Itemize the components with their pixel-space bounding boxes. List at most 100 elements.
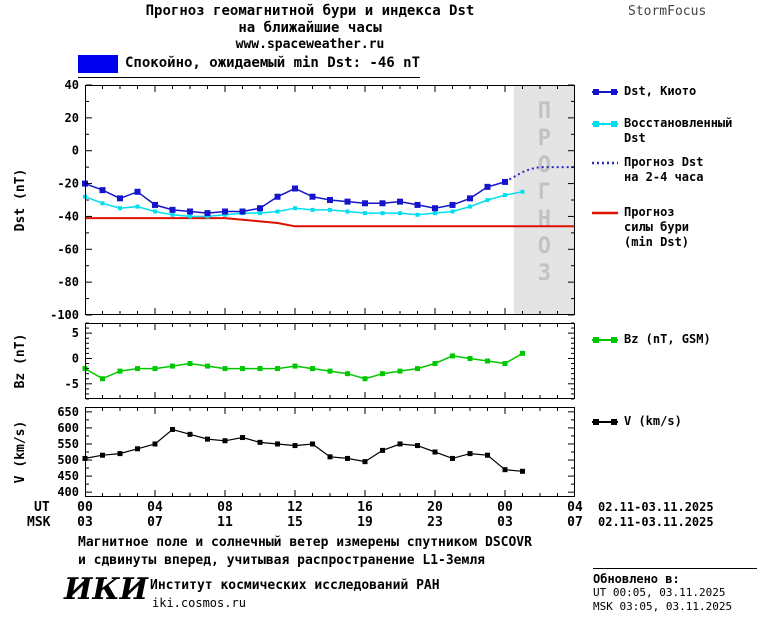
msk-axis-label: MSK: [27, 515, 51, 530]
msk-tick-label: 07: [567, 515, 583, 530]
page-title: Прогноз геомагнитной бури и индекса Dst: [145, 3, 475, 19]
marker-bz: [432, 361, 438, 367]
status-swatch: [78, 55, 118, 73]
marker-v: [222, 438, 228, 444]
series-dst-recovered: [84, 191, 523, 218]
marker-bz: [415, 366, 420, 372]
msk-tick-label: 03: [77, 515, 93, 530]
marker-bz: [222, 366, 228, 372]
marker-v: [170, 427, 175, 432]
marker-dst-recovered: [240, 211, 245, 216]
updated-label: Обновлено в:: [593, 572, 680, 586]
ut-tick-label: 04: [567, 500, 583, 515]
ut-tick-label: 20: [427, 500, 443, 515]
msk-tick-label: 07: [147, 515, 163, 530]
marker-bz: [240, 366, 245, 372]
series-bz: [84, 352, 523, 380]
legend-label-bz: Bz (nT, GSM): [624, 332, 711, 346]
marker-bz: [502, 361, 508, 367]
y-tick-label-v: 550: [57, 437, 79, 451]
legend-label-dst-recovered-2: Dst: [624, 131, 646, 145]
marker-bz: [187, 361, 193, 367]
marker-dst-recovered: [328, 207, 332, 212]
panel-frame-v: [85, 407, 575, 497]
marker-bz: [345, 371, 350, 377]
forecast-watermark-letter: П: [538, 99, 551, 124]
y-tick-label-dst: 20: [65, 111, 79, 125]
marker-v: [432, 449, 438, 455]
marker-dst-kyoto: [134, 188, 141, 195]
marker-dst-recovered: [275, 209, 280, 214]
marker-dst-recovered: [398, 211, 402, 216]
legend-label-dst-recovered-1: Восстановленный: [624, 116, 733, 130]
msk-tick-label: 19: [357, 515, 373, 530]
forecast-watermark-letter: Н: [538, 207, 551, 232]
marker-dst-recovered: [188, 214, 192, 219]
marker-dst-kyoto: [502, 178, 508, 185]
msk-tick-row: MSK 02.11-03.11.2025 03 07 11 15 19 23 03 07: [0, 515, 760, 530]
institute-site-link[interactable]: iki.cosmos.ru: [152, 596, 246, 610]
marker-v: [450, 455, 455, 461]
ut-tick-label: 04: [147, 500, 163, 515]
panel-frame-bz: [85, 323, 575, 399]
msk-tick-label: 11: [217, 515, 233, 530]
legend-item-dst-forecast: Прогноз Dst на 2-4 часа: [592, 155, 760, 185]
y-tick-label-bz: -5: [65, 377, 79, 391]
y-tick-label-v: 450: [57, 469, 79, 483]
status-swatch-rect: [78, 55, 118, 73]
msk-tick-label: 03: [497, 515, 513, 530]
marker-dst-kyoto: [82, 180, 88, 187]
marker-bz: [327, 368, 333, 374]
marker-dst-recovered: [83, 194, 87, 199]
marker-dst-recovered: [415, 212, 420, 217]
y-tick-label-bz: 0: [72, 351, 79, 365]
marker-dst-recovered: [135, 204, 140, 209]
legend-label-v: V (km/s): [624, 414, 682, 428]
series-storm-forecast: [85, 217, 575, 228]
marker-dst-recovered: [503, 193, 507, 198]
msk-date-range: 02.11-03.11.2025: [598, 515, 714, 529]
legend-item-storm-forecast: Прогноз силы бури (min Dst): [592, 205, 760, 250]
footnote: Магнитное поле и солнечный ветер измерен…: [78, 534, 532, 570]
marker-dst-kyoto: [467, 195, 473, 202]
marker-dst-kyoto: [152, 201, 158, 208]
marker-dst-recovered: [153, 209, 157, 214]
marker-v: [117, 451, 123, 457]
y-axis-label-v: V (km/s): [13, 421, 28, 484]
y-tick-label-dst: -100: [50, 308, 79, 322]
marker-dst-recovered: [170, 212, 175, 217]
marker-dst-kyoto: [327, 197, 333, 203]
marker-dst-kyoto: [344, 198, 351, 205]
msk-tick-label: 15: [287, 515, 303, 530]
marker-v: [415, 443, 420, 449]
marker-dst-recovered: [520, 189, 525, 194]
marker-bz: [152, 366, 158, 372]
marker-bz: [170, 363, 175, 369]
legend-label-dst-forecast-1: Прогноз Dst: [624, 155, 704, 169]
panel-frame-dst: [85, 85, 575, 315]
marker-bz: [275, 366, 280, 372]
marker-dst-recovered: [450, 209, 455, 214]
marker-dst-recovered: [258, 211, 262, 216]
marker-bz: [520, 350, 525, 356]
series-dst-forecast: [504, 166, 575, 183]
ut-tick-label: 16: [357, 500, 373, 515]
updated-msk: MSK 03:05, 03.11.2025: [593, 600, 733, 613]
marker-v: [100, 452, 105, 458]
marker-v: [502, 467, 508, 473]
forecast-watermark-letter: Р: [538, 126, 551, 151]
marker-dst-recovered: [380, 211, 385, 216]
marker-v: [380, 447, 385, 453]
marker-bz: [450, 353, 455, 359]
marker-dst-recovered: [433, 211, 437, 216]
marker-dst-recovered: [118, 206, 122, 211]
forecast-region: [513, 85, 575, 315]
website-link[interactable]: www.spaceweather.ru: [235, 37, 385, 52]
marker-dst-kyoto: [449, 201, 456, 208]
marker-v: [292, 443, 298, 449]
marker-dst-kyoto: [222, 208, 228, 215]
marker-dst-recovered: [485, 198, 490, 202]
legend-marker-v: [592, 419, 618, 425]
marker-bz: [135, 366, 140, 372]
page-subtitle: на ближайшие часы: [238, 20, 382, 36]
